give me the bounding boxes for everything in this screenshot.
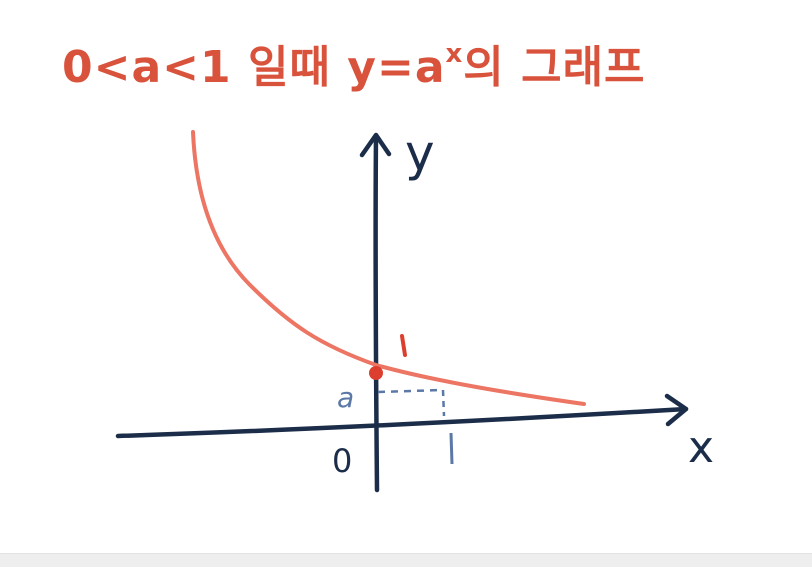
y-axis-line bbox=[373, 133, 380, 493]
y-axis-label: y bbox=[405, 124, 435, 182]
y-intercept-label bbox=[400, 334, 407, 357]
title-exponent: x bbox=[446, 39, 464, 69]
origin-label: 0 bbox=[332, 442, 352, 480]
x-axis-arrowhead bbox=[664, 393, 689, 427]
title-prefix: 0<a<1 일때 bbox=[62, 42, 347, 93]
graph-title: 0<a<1 일때 y=ax의 그래프 bbox=[62, 39, 646, 93]
x-one-label bbox=[449, 432, 454, 465]
exponential-curve bbox=[191, 130, 586, 406]
title-suffix: 의 그래프 bbox=[463, 42, 645, 93]
title-base: y=a bbox=[347, 42, 445, 93]
a-guide-vertical bbox=[441, 389, 446, 417]
y-axis-arrowhead bbox=[359, 132, 392, 158]
x-axis-label: x bbox=[688, 422, 714, 473]
x-axis-line bbox=[115, 406, 689, 439]
bottom-strip bbox=[0, 553, 812, 567]
graph-drawing: 0<a<1 일때 y=ax의 그래프 x y 0 a bbox=[62, 39, 714, 493]
y-intercept-point bbox=[369, 366, 383, 380]
a-guide-horizontal bbox=[377, 388, 444, 394]
a-value-label: a bbox=[337, 381, 354, 414]
